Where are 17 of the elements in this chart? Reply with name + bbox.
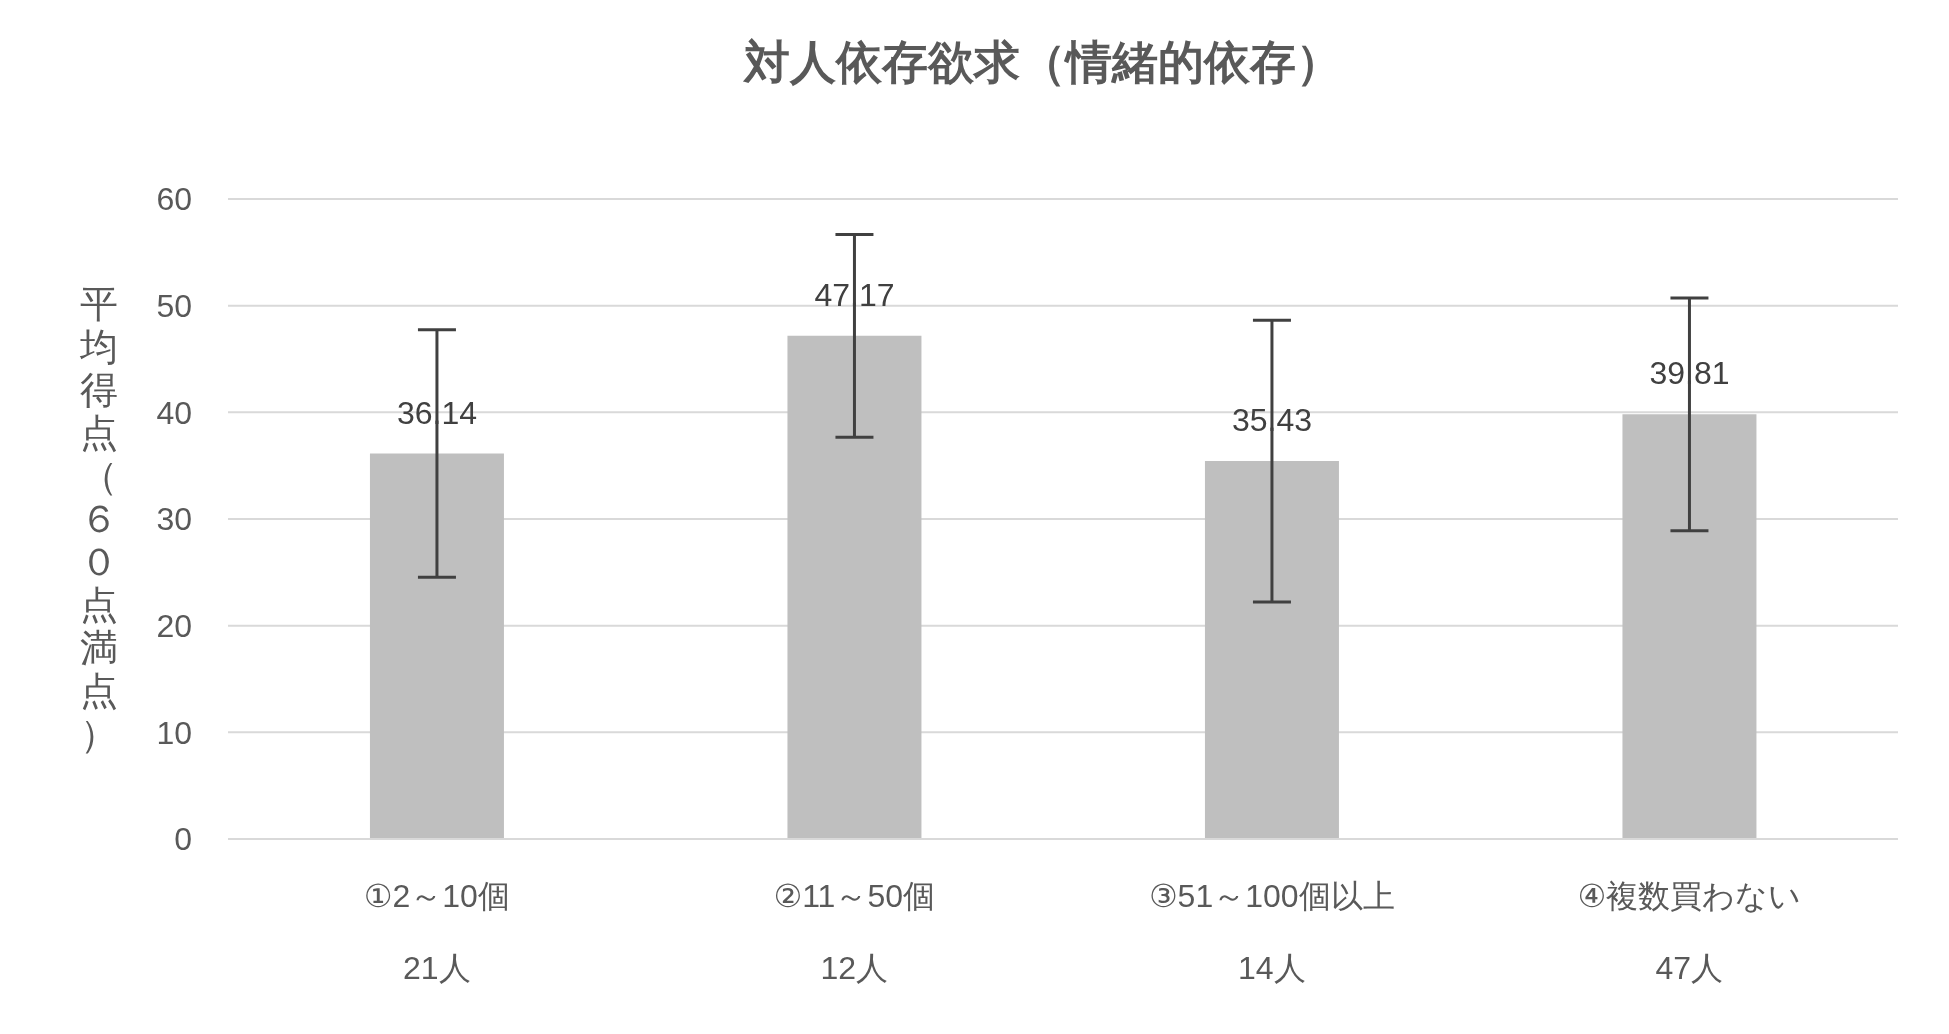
x-tick-label: ②11～50個 12人 — [773, 878, 935, 986]
y-tick-label: 30 — [156, 501, 192, 538]
y-tick-label: 0 — [174, 821, 192, 858]
bar — [1204, 461, 1339, 839]
y-tick-label: 40 — [156, 394, 192, 431]
y-tick-label: 10 — [156, 714, 192, 751]
text: 平均得点（６０点満点） — [80, 282, 118, 755]
x-tick-label: ①2～10個 21人 — [363, 878, 510, 986]
x-tick-label: ④複数買わない 47人 — [1577, 878, 1802, 986]
y-tick-label: 50 — [156, 288, 192, 325]
bar — [787, 335, 922, 839]
y-tick-label: 20 — [156, 608, 192, 645]
bar — [1622, 414, 1757, 839]
chart-title: 対人依存欲求（情緒的依存） — [744, 36, 1342, 88]
x-tick-label: ③51～100個以上 14人 — [1148, 878, 1395, 986]
bar — [369, 453, 504, 839]
y-tick-label: 60 — [156, 181, 192, 218]
